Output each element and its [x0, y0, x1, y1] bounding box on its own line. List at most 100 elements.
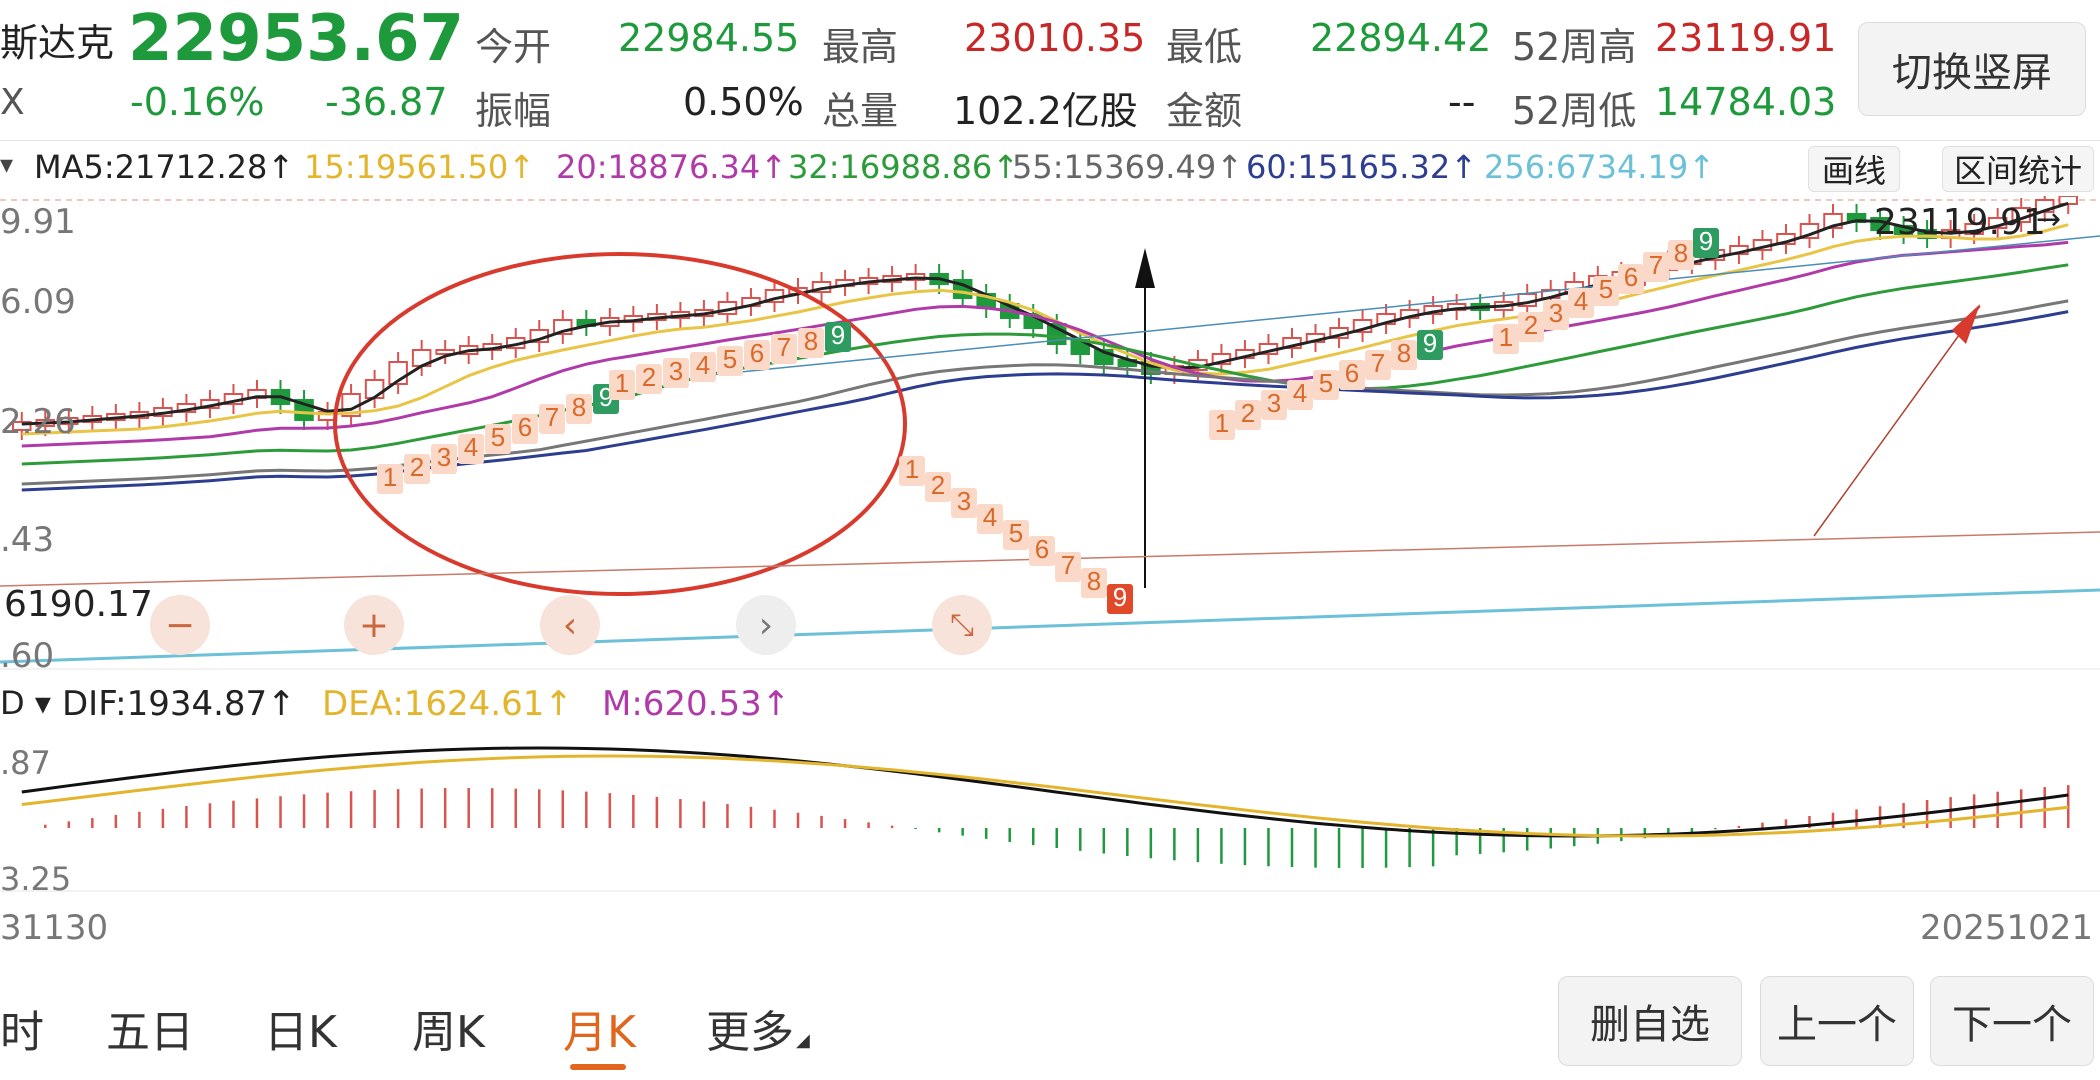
amount-label: 金额 [1166, 89, 1243, 133]
td-counter-box [512, 414, 538, 444]
tab-five-day[interactable]: 五日 [106, 1007, 194, 1058]
td-counter-box [1029, 536, 1055, 566]
td-counter-box [951, 488, 977, 518]
indicator-selector[interactable]: D ▾ [0, 684, 51, 722]
td-count-label: 7 [1061, 550, 1075, 580]
td-counter-box [771, 334, 797, 364]
td-counter-box [1235, 400, 1261, 430]
low-label: 最低 [1166, 25, 1243, 69]
td-counter-box [977, 504, 1003, 534]
td-count-label: 8 [1087, 566, 1101, 596]
tab-monthly-k[interactable]: 月K [563, 1007, 636, 1058]
td-counter-box [1618, 264, 1644, 294]
macd-axis-bottom: 3.25 [0, 860, 72, 898]
td-count-label: 4 [983, 502, 997, 532]
scroll-right-button[interactable]: › [736, 595, 796, 655]
zoom-out-button[interactable]: − [150, 595, 210, 655]
arrow-up-icon [1135, 248, 1155, 288]
shrink-icon: ⤡ [950, 607, 974, 643]
active-tab-indicator [570, 1064, 626, 1070]
td-count-label: 7 [777, 332, 791, 362]
draw-line-button[interactable]: 画线 [1808, 146, 1900, 192]
td-counter-box [458, 434, 484, 464]
period-high-arrow-icon: → [2036, 202, 2062, 237]
td-count-label: 6 [518, 412, 532, 442]
zoom-in-button[interactable]: + [344, 595, 404, 655]
td-count-label: 9 [831, 320, 845, 350]
candle [2058, 196, 2079, 205]
td-counter-box [1693, 228, 1719, 258]
chevron-left-icon: ‹ [562, 604, 578, 646]
candle [1917, 229, 1937, 239]
td-count-label: 9 [1113, 582, 1127, 612]
volume-label: 总量 [822, 89, 899, 133]
current-price: 22953.67 [128, 2, 465, 76]
ma32-line [21, 263, 2069, 466]
annotation-ellipse [333, 252, 907, 596]
td-count-label: 5 [1009, 518, 1023, 548]
fullscreen-exit-button[interactable]: ⤡ [932, 595, 992, 655]
td-count-label: 4 [1574, 286, 1588, 316]
td-counter-box [717, 346, 743, 376]
td-counter-box [690, 352, 716, 382]
td-count-label: 8 [572, 392, 586, 422]
td-counter-box [1668, 240, 1694, 270]
plus-icon: + [358, 604, 390, 646]
week52-high-label: 52周高 [1512, 25, 1637, 69]
interval-stats-button[interactable]: 区间统计 [1942, 146, 2094, 192]
td-count-label: 5 [723, 344, 737, 374]
next-stock-button[interactable]: 下一个 [1930, 976, 2094, 1066]
td-counter-box [825, 322, 851, 352]
tab-daily-k[interactable]: 日K [264, 1007, 337, 1058]
td-count-label: 1 [1215, 408, 1229, 438]
td-count-label: 3 [957, 486, 971, 516]
td-counter-box [1081, 568, 1107, 598]
td-counter-box [636, 364, 662, 394]
td-count-label: 2 [642, 362, 656, 392]
volume-value: 102.2亿股 [953, 89, 1138, 133]
td-count-label: 4 [1293, 378, 1307, 408]
td-counter-box [566, 394, 592, 424]
remove-watchlist-button[interactable]: 删自选 [1558, 976, 1742, 1066]
td-counter-box [1261, 390, 1287, 420]
tab-weekly-k[interactable]: 周K [412, 1007, 485, 1058]
scroll-left-button[interactable]: ‹ [540, 595, 600, 655]
td-count-label: 5 [1599, 274, 1613, 304]
price-axis-label: 6.09 [0, 282, 76, 322]
ma5-line [21, 201, 2069, 426]
td-counter-box [1339, 360, 1365, 390]
td-count-label: 8 [1397, 338, 1411, 368]
macd-chart[interactable] [0, 732, 2100, 892]
ma256-value: 256:6734.19↑ [1484, 148, 1715, 186]
price-axis-label: .60 [0, 636, 55, 676]
macd-m: M:620.53↑ [602, 684, 791, 724]
index-code: X [0, 82, 25, 123]
date-start: 31130 [0, 908, 109, 948]
td-count-label: 6 [1624, 262, 1638, 292]
td-counter-box [1313, 370, 1339, 400]
td-counter-box [1643, 252, 1669, 282]
td-count-label: 1 [383, 462, 397, 492]
td-count-label: 7 [545, 402, 559, 432]
period-high-marker: 23119.91 [1874, 202, 2046, 243]
tab-more[interactable]: 更多 [706, 1007, 794, 1058]
td-count-label: 2 [1524, 310, 1538, 340]
td-count-label: 4 [464, 432, 478, 462]
td-count-label: 6 [1035, 534, 1049, 564]
previous-stock-button[interactable]: 上一个 [1760, 976, 1914, 1066]
td-count-label: 3 [1549, 298, 1563, 328]
td-counter-box [663, 358, 689, 388]
td-count-label: 3 [437, 442, 451, 472]
more-dropdown-icon: ◢ [796, 1030, 810, 1051]
switch-portrait-button[interactable]: 切换竖屏 [1858, 22, 2086, 116]
macd-axis-top: .87 [0, 744, 51, 782]
low-value: 22894.42 [1310, 16, 1492, 60]
trend-line [699, 235, 2100, 377]
candle [12, 421, 32, 431]
ma32-value: 32:16988.86↑ [788, 148, 1019, 186]
tab-intraday[interactable]: 时 [0, 1007, 44, 1058]
week52-low-label: 52周低 [1512, 89, 1637, 133]
td-counter-box [1493, 324, 1519, 354]
ma-collapse-icon[interactable]: ▾ [0, 150, 14, 180]
